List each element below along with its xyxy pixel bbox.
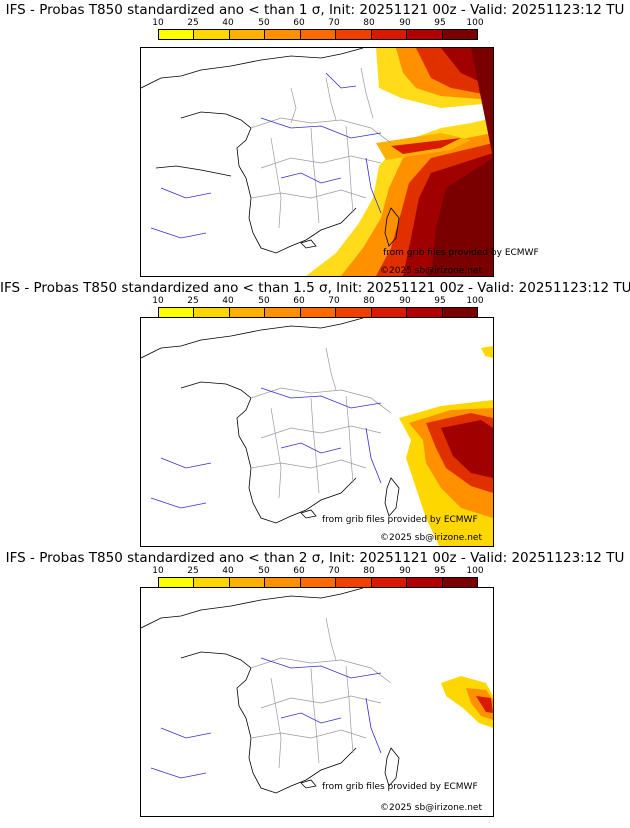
- legend-tick: 95: [434, 566, 446, 576]
- legend-swatch: [229, 30, 266, 39]
- legend-swatch: [442, 30, 477, 39]
- legend-swatch: [229, 578, 266, 587]
- legend-tick: 100: [466, 296, 484, 306]
- copyright-credit: ©2025 sb@irizone.net: [380, 533, 482, 543]
- legend-swatch: [194, 578, 230, 587]
- legend-tick: 10: [152, 18, 164, 28]
- legend-ticks: 10 25 40 50 60 70 80 90 95 100: [152, 18, 483, 28]
- legend-swatch: [159, 308, 195, 317]
- legend-swatch: [159, 30, 195, 39]
- legend-tick: 70: [328, 18, 340, 28]
- probability-field: [441, 676, 493, 728]
- map-area: [140, 587, 494, 817]
- legend-swatch: [371, 30, 408, 39]
- borders: [250, 617, 392, 769]
- ecmwf-credit: from grib files provided by ECMWF: [322, 515, 478, 525]
- legend-tick: 50: [258, 18, 270, 28]
- coastlines: [141, 588, 400, 794]
- probability-field: [399, 346, 493, 546]
- map-title: IFS - Probas T850 standardized ano < tha…: [0, 280, 630, 296]
- map-title: IFS - Probas T850 standardized ano < tha…: [5, 550, 625, 566]
- legend-tick: 90: [399, 296, 411, 306]
- legend-swatch: [336, 578, 372, 587]
- legend-swatch: [371, 578, 408, 587]
- legend-swatch: [442, 308, 477, 317]
- color-legend: [158, 29, 478, 40]
- legend-tick: 40: [222, 18, 234, 28]
- legend-swatch: [371, 308, 408, 317]
- legend-tick: 40: [222, 296, 234, 306]
- ecmwf-credit: from grib files provided by ECMWF: [322, 782, 478, 792]
- legend-tick: 25: [187, 296, 199, 306]
- legend-tick: 40: [222, 566, 234, 576]
- legend-ticks: 10 25 40 50 60 70 80 90 95 100: [152, 296, 483, 306]
- legend-tick: 50: [258, 296, 270, 306]
- legend-tick: 80: [363, 18, 375, 28]
- legend-swatch: [407, 30, 443, 39]
- panel-1: IFS - Probas T850 standardized ano < tha…: [0, 2, 630, 277]
- borders: [250, 347, 392, 499]
- legend-tick: 25: [187, 18, 199, 28]
- legend-tick: 95: [434, 18, 446, 28]
- legend-swatch: [194, 30, 230, 39]
- legend-swatch: [336, 308, 372, 317]
- legend-tick: 80: [363, 566, 375, 576]
- legend-swatch: [265, 30, 301, 39]
- legend-tick: 60: [293, 566, 305, 576]
- legend-swatch: [407, 308, 443, 317]
- legend-swatch: [159, 578, 195, 587]
- copyright-credit: ©2025 sb@irizone.net: [380, 803, 482, 813]
- legend-swatch: [442, 578, 477, 587]
- legend-tick: 70: [328, 296, 340, 306]
- legend-tick: 10: [152, 566, 164, 576]
- legend-ticks: 10 25 40 50 60 70 80 90 95 100: [152, 566, 483, 576]
- panel-3: IFS - Probas T850 standardized ano < tha…: [0, 550, 630, 820]
- borders: [250, 67, 392, 229]
- legend-tick: 100: [466, 566, 484, 576]
- legend-tick: 10: [152, 296, 164, 306]
- legend-swatch: [229, 308, 266, 317]
- legend-swatch: [407, 578, 443, 587]
- rivers: [150, 72, 382, 239]
- map-area: [140, 317, 494, 547]
- legend-tick: 100: [466, 18, 484, 28]
- legend-tick: 90: [399, 566, 411, 576]
- legend-swatch: [265, 578, 301, 587]
- legend-tick: 50: [258, 566, 270, 576]
- legend-swatch: [336, 30, 372, 39]
- copyright-credit: ©2025 sb@irizone.net: [380, 266, 482, 276]
- legend-tick: 80: [363, 296, 375, 306]
- legend-tick: 60: [293, 18, 305, 28]
- map-title: IFS - Probas T850 standardized ano < tha…: [5, 2, 625, 18]
- legend-swatch: [300, 308, 337, 317]
- rivers: [150, 657, 382, 779]
- legend-tick: 60: [293, 296, 305, 306]
- legend-swatch: [265, 308, 301, 317]
- map-area: [140, 47, 494, 277]
- probability-field: [306, 48, 493, 276]
- legend-tick: 90: [399, 18, 411, 28]
- legend-tick: 25: [187, 566, 199, 576]
- legend-swatch: [300, 578, 337, 587]
- ecmwf-credit: from grib files provided by ECMWF: [383, 248, 539, 258]
- legend-tick: 95: [434, 296, 446, 306]
- rivers: [150, 387, 382, 509]
- legend-swatch: [194, 308, 230, 317]
- panel-2: IFS - Probas T850 standardized ano < tha…: [0, 280, 630, 550]
- legend-swatch: [300, 30, 337, 39]
- legend-tick: 70: [328, 566, 340, 576]
- coastlines: [141, 318, 400, 524]
